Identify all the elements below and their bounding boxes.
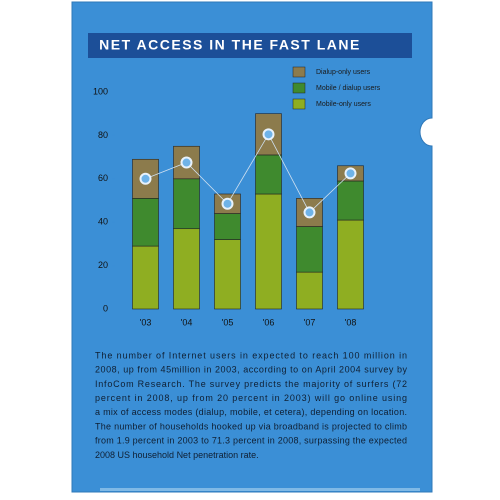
bar-segment — [214, 213, 241, 240]
bar-segment — [173, 228, 200, 310]
legend-swatch — [292, 82, 306, 94]
caption-line: The number of Internet users in expected… — [95, 350, 407, 360]
legend-label: Mobile / dialup users — [316, 85, 381, 92]
bar-segment — [173, 178, 200, 230]
x-tick-label: '07 — [304, 317, 316, 327]
marker-dot — [262, 128, 275, 141]
legend-swatch — [292, 98, 306, 110]
caption-line: 2008 US household Net penetration rate. — [95, 450, 259, 460]
x-tick-label: '08 — [345, 317, 357, 327]
y-tick-label: 20 — [98, 260, 108, 270]
y-tick-label: 40 — [98, 217, 108, 227]
chart-title: NET ACCESS IN THE FAST LANE — [99, 37, 361, 53]
folder-edge — [100, 488, 420, 491]
x-tick-label: '04 — [181, 317, 193, 327]
y-tick-label: 0 — [103, 303, 108, 313]
legend-swatch — [292, 66, 306, 78]
marker-dot — [180, 156, 193, 169]
y-tick-label: 100 — [93, 86, 108, 96]
bar-segment — [296, 271, 323, 310]
connector-line — [145, 133, 351, 214]
title-banner — [88, 33, 412, 58]
bar-segment — [132, 245, 159, 310]
marker-dot — [303, 206, 316, 219]
caption-line: from 1.9 percent in 2003 to 71.3 percent… — [95, 436, 407, 446]
x-tick-label: '05 — [222, 317, 234, 327]
caption-line: The number of households hooked up via b… — [95, 421, 407, 431]
bar-segment — [255, 154, 282, 195]
bar-segment — [296, 226, 323, 273]
y-tick-label: 80 — [98, 130, 108, 140]
bar-segment — [337, 180, 364, 221]
marker-dot — [344, 167, 357, 180]
legend-label: Dialup-only users — [316, 69, 371, 76]
marker-dot — [139, 172, 152, 185]
bar-segment — [255, 193, 282, 310]
plot: 0 20 40 60 80 100 '03 '04 '05 '06 '07 '08 Dialup-onl… — [93, 66, 381, 327]
folder — [71, 1, 433, 493]
bar-segment — [214, 239, 241, 310]
bar-segment — [132, 198, 159, 247]
x-tick-label: '03 — [140, 317, 152, 327]
caption-line: percent in 2008, up from 20 percent in 2… — [95, 393, 407, 403]
marker-dot — [221, 197, 234, 210]
legend-label: Mobile-only users — [316, 101, 371, 108]
caption: The number of Internet users in expected… — [95, 350, 407, 459]
bar-segment — [337, 219, 364, 310]
caption-line: 2008, up from 45million in 2003, accordi… — [95, 365, 407, 375]
x-tick-label: '06 — [263, 317, 275, 327]
caption-line: a mix of access modes (dialup, mobile, e… — [95, 407, 407, 417]
caption-line: InfoCom Research. The survey predicts th… — [95, 379, 407, 389]
y-tick-label: 60 — [98, 173, 108, 183]
